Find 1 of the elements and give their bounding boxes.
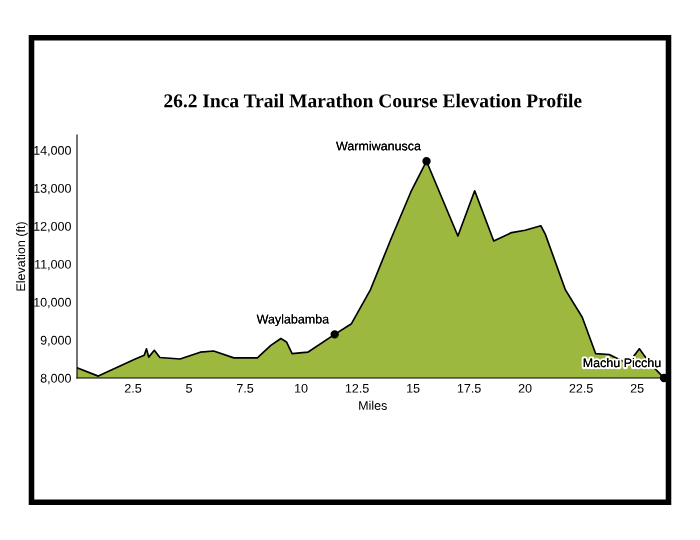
chart-title: 26.2 Inca Trail Marathon Course Elevation Profile bbox=[164, 93, 582, 108]
